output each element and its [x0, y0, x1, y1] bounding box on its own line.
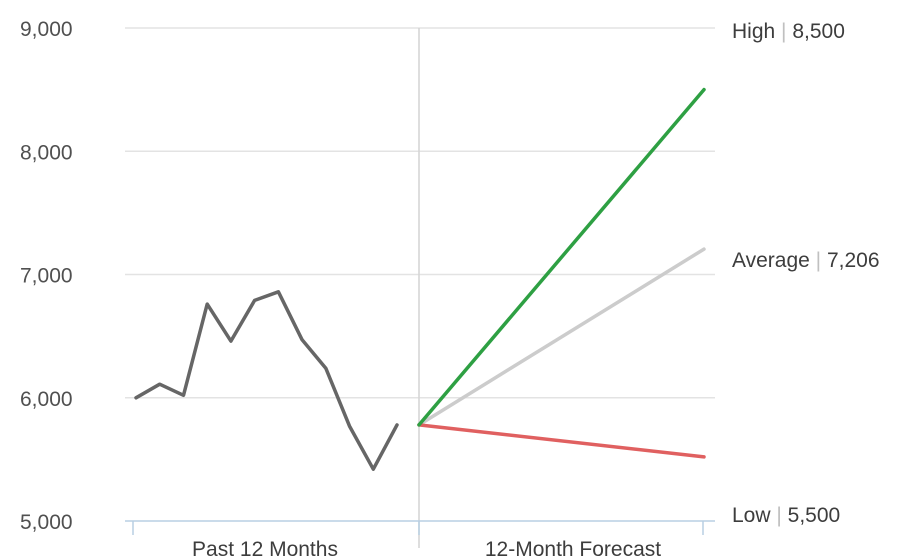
- y-tick-label: 7,000: [20, 265, 73, 288]
- x-category-label: Past 12 Months: [192, 538, 338, 556]
- scenario-label-average: Average | 7,206: [732, 249, 880, 272]
- forecast-line-average: [417, 247, 706, 427]
- series-lines: [134, 87, 706, 471]
- y-tick-label: 6,000: [20, 388, 73, 411]
- forecast-line-high: [417, 87, 706, 427]
- forecast-line-low: [417, 423, 706, 459]
- y-tick-label: 9,000: [20, 18, 73, 41]
- y-tick-label: 5,000: [20, 511, 73, 534]
- y-axis-tick-labels: 9,000 8,000 7,000 6,000 5,000: [20, 18, 73, 534]
- x-category-label: 12-Month Forecast: [485, 538, 661, 556]
- scenario-label-low: Low | 5,500: [732, 504, 840, 527]
- scenario-label-high: High | 8,500: [732, 20, 845, 43]
- history-line: [134, 290, 399, 471]
- gridlines: [125, 27, 715, 399]
- y-tick-label: 8,000: [20, 141, 73, 164]
- x-axis-category-labels: Past 12 Months 12-Month Forecast: [192, 538, 661, 556]
- scenario-labels: High | 8,500 Average | 7,206 Low | 5,500: [732, 20, 880, 527]
- x-axis-ticks: [132, 521, 704, 535]
